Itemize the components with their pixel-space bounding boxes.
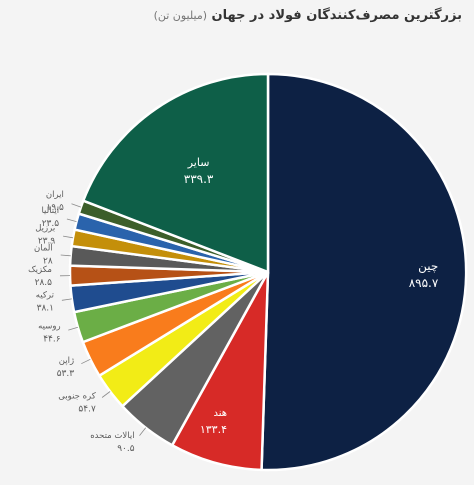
- slice-11-name-label: ایتالیا: [41, 206, 59, 216]
- slice-12-name-label: ایران: [46, 190, 64, 200]
- slice-10-name-label: برزیل: [35, 224, 55, 234]
- slice-5-leader-line: [81, 358, 91, 365]
- slice-9-name-label: آلمان: [34, 241, 53, 253]
- slice-11-leader-line: [66, 218, 77, 222]
- slice-3-leader-line: [139, 427, 147, 436]
- chart-title-text: بزرگترین مصرف‌کنندگان فولاد در جهان: [211, 8, 462, 23]
- slice-3-name-label: ایالات متحده: [90, 431, 134, 441]
- slice-6-value-label: ۴۴.۶: [43, 334, 61, 344]
- slice-1-name-label: چین: [418, 259, 438, 274]
- slice-3-value-label: ۹۰.۵: [117, 444, 135, 454]
- slice-6-leader-line: [68, 326, 79, 331]
- slice-13-name-label: سایر: [187, 156, 210, 169]
- slice-5-value-label: ۵۳.۳: [57, 369, 75, 379]
- slice-13-value-label: ۳۳۹.۳: [184, 172, 214, 186]
- slice-4-leader-line: [101, 391, 111, 398]
- slice-9-value-label: ۲۸: [43, 256, 53, 266]
- slice-1-wedge: [260, 72, 468, 472]
- slice-4-name-label: کره جنوبی: [58, 391, 97, 401]
- chart-title: بزرگترین مصرف‌کنندگان فولاد در جهان (میل…: [154, 8, 462, 23]
- slice-5-name-label: ژاپن: [59, 356, 74, 366]
- slice-10-leader-line: [63, 235, 74, 239]
- slice-2-value-label: ۱۳۳.۴: [200, 423, 227, 436]
- slice-4-value-label: ۵۴.۷: [78, 404, 96, 414]
- slice-11-value-label: ۲۳.۵: [42, 219, 60, 229]
- slice-6-name-label: روسیه: [38, 321, 60, 331]
- slice-12-value-label: ۱۹.۵: [47, 203, 65, 213]
- slice-8-name-label: مکزیک: [28, 265, 52, 275]
- slice-10-value-label: ۲۳.۹: [38, 237, 56, 247]
- slice-12-leader-line: [71, 203, 82, 208]
- slice-13-wedge: [81, 72, 270, 274]
- chart-unit: (میلیون تن): [153, 9, 208, 22]
- slice-7-value-label: ۳۸.۱: [37, 303, 54, 313]
- slice-7-name-label: ترکیه: [36, 290, 55, 300]
- slice-9-leader-line: [60, 254, 71, 257]
- slice-7-leader-line: [61, 298, 72, 301]
- slice-1-value-label: ۸۹۵.۷: [409, 276, 439, 290]
- slice-2-name-label: هند: [213, 408, 227, 419]
- slice-8-value-label: ۲۸.۵: [35, 278, 53, 288]
